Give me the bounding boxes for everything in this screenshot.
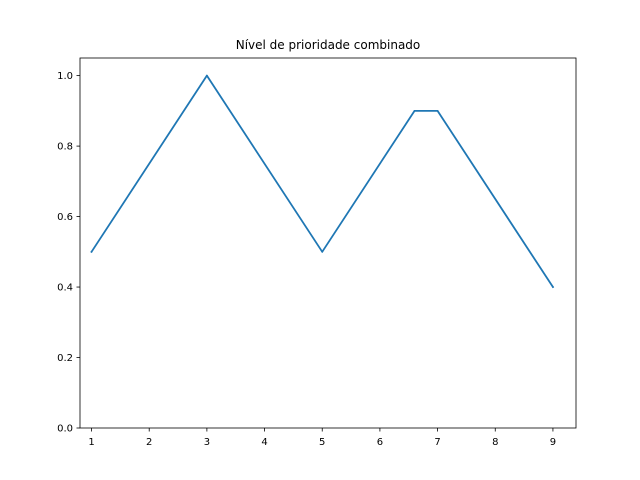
x-tick-label: 1	[88, 437, 94, 448]
chart-title: Nível de prioridade combinado	[236, 38, 421, 52]
data-point	[321, 250, 324, 253]
series-layer	[90, 74, 555, 289]
x-tick-label: 3	[204, 437, 210, 448]
x-tick-label: 4	[261, 437, 267, 448]
y-tick-label: 0.6	[57, 212, 73, 223]
x-axis-ticks: 1 2 3 4 5 6 7 8 9	[88, 428, 556, 448]
y-tick-label: 0.2	[57, 353, 73, 364]
y-tick-label: 0.8	[57, 142, 73, 153]
series-line	[90, 74, 555, 289]
y-axis-ticks: 0.0 0.2 0.4 0.6 0.8 1.0	[57, 71, 80, 435]
x-tick-label: 6	[377, 437, 383, 448]
x-tick-label: 2	[146, 437, 152, 448]
data-point	[90, 250, 93, 253]
plot-frame	[79, 57, 577, 429]
x-tick-label: 7	[434, 437, 440, 448]
data-point	[552, 286, 554, 288]
data-point	[205, 74, 208, 77]
x-tick-label: 9	[550, 437, 556, 448]
data-point	[436, 109, 439, 112]
y-tick-label: 0.0	[57, 424, 73, 435]
x-tick-label: 5	[319, 437, 325, 448]
data-point	[413, 109, 416, 112]
y-tick-label: 0.4	[57, 283, 73, 294]
x-tick-label: 8	[492, 437, 498, 448]
y-tick-label: 1.0	[57, 71, 73, 82]
